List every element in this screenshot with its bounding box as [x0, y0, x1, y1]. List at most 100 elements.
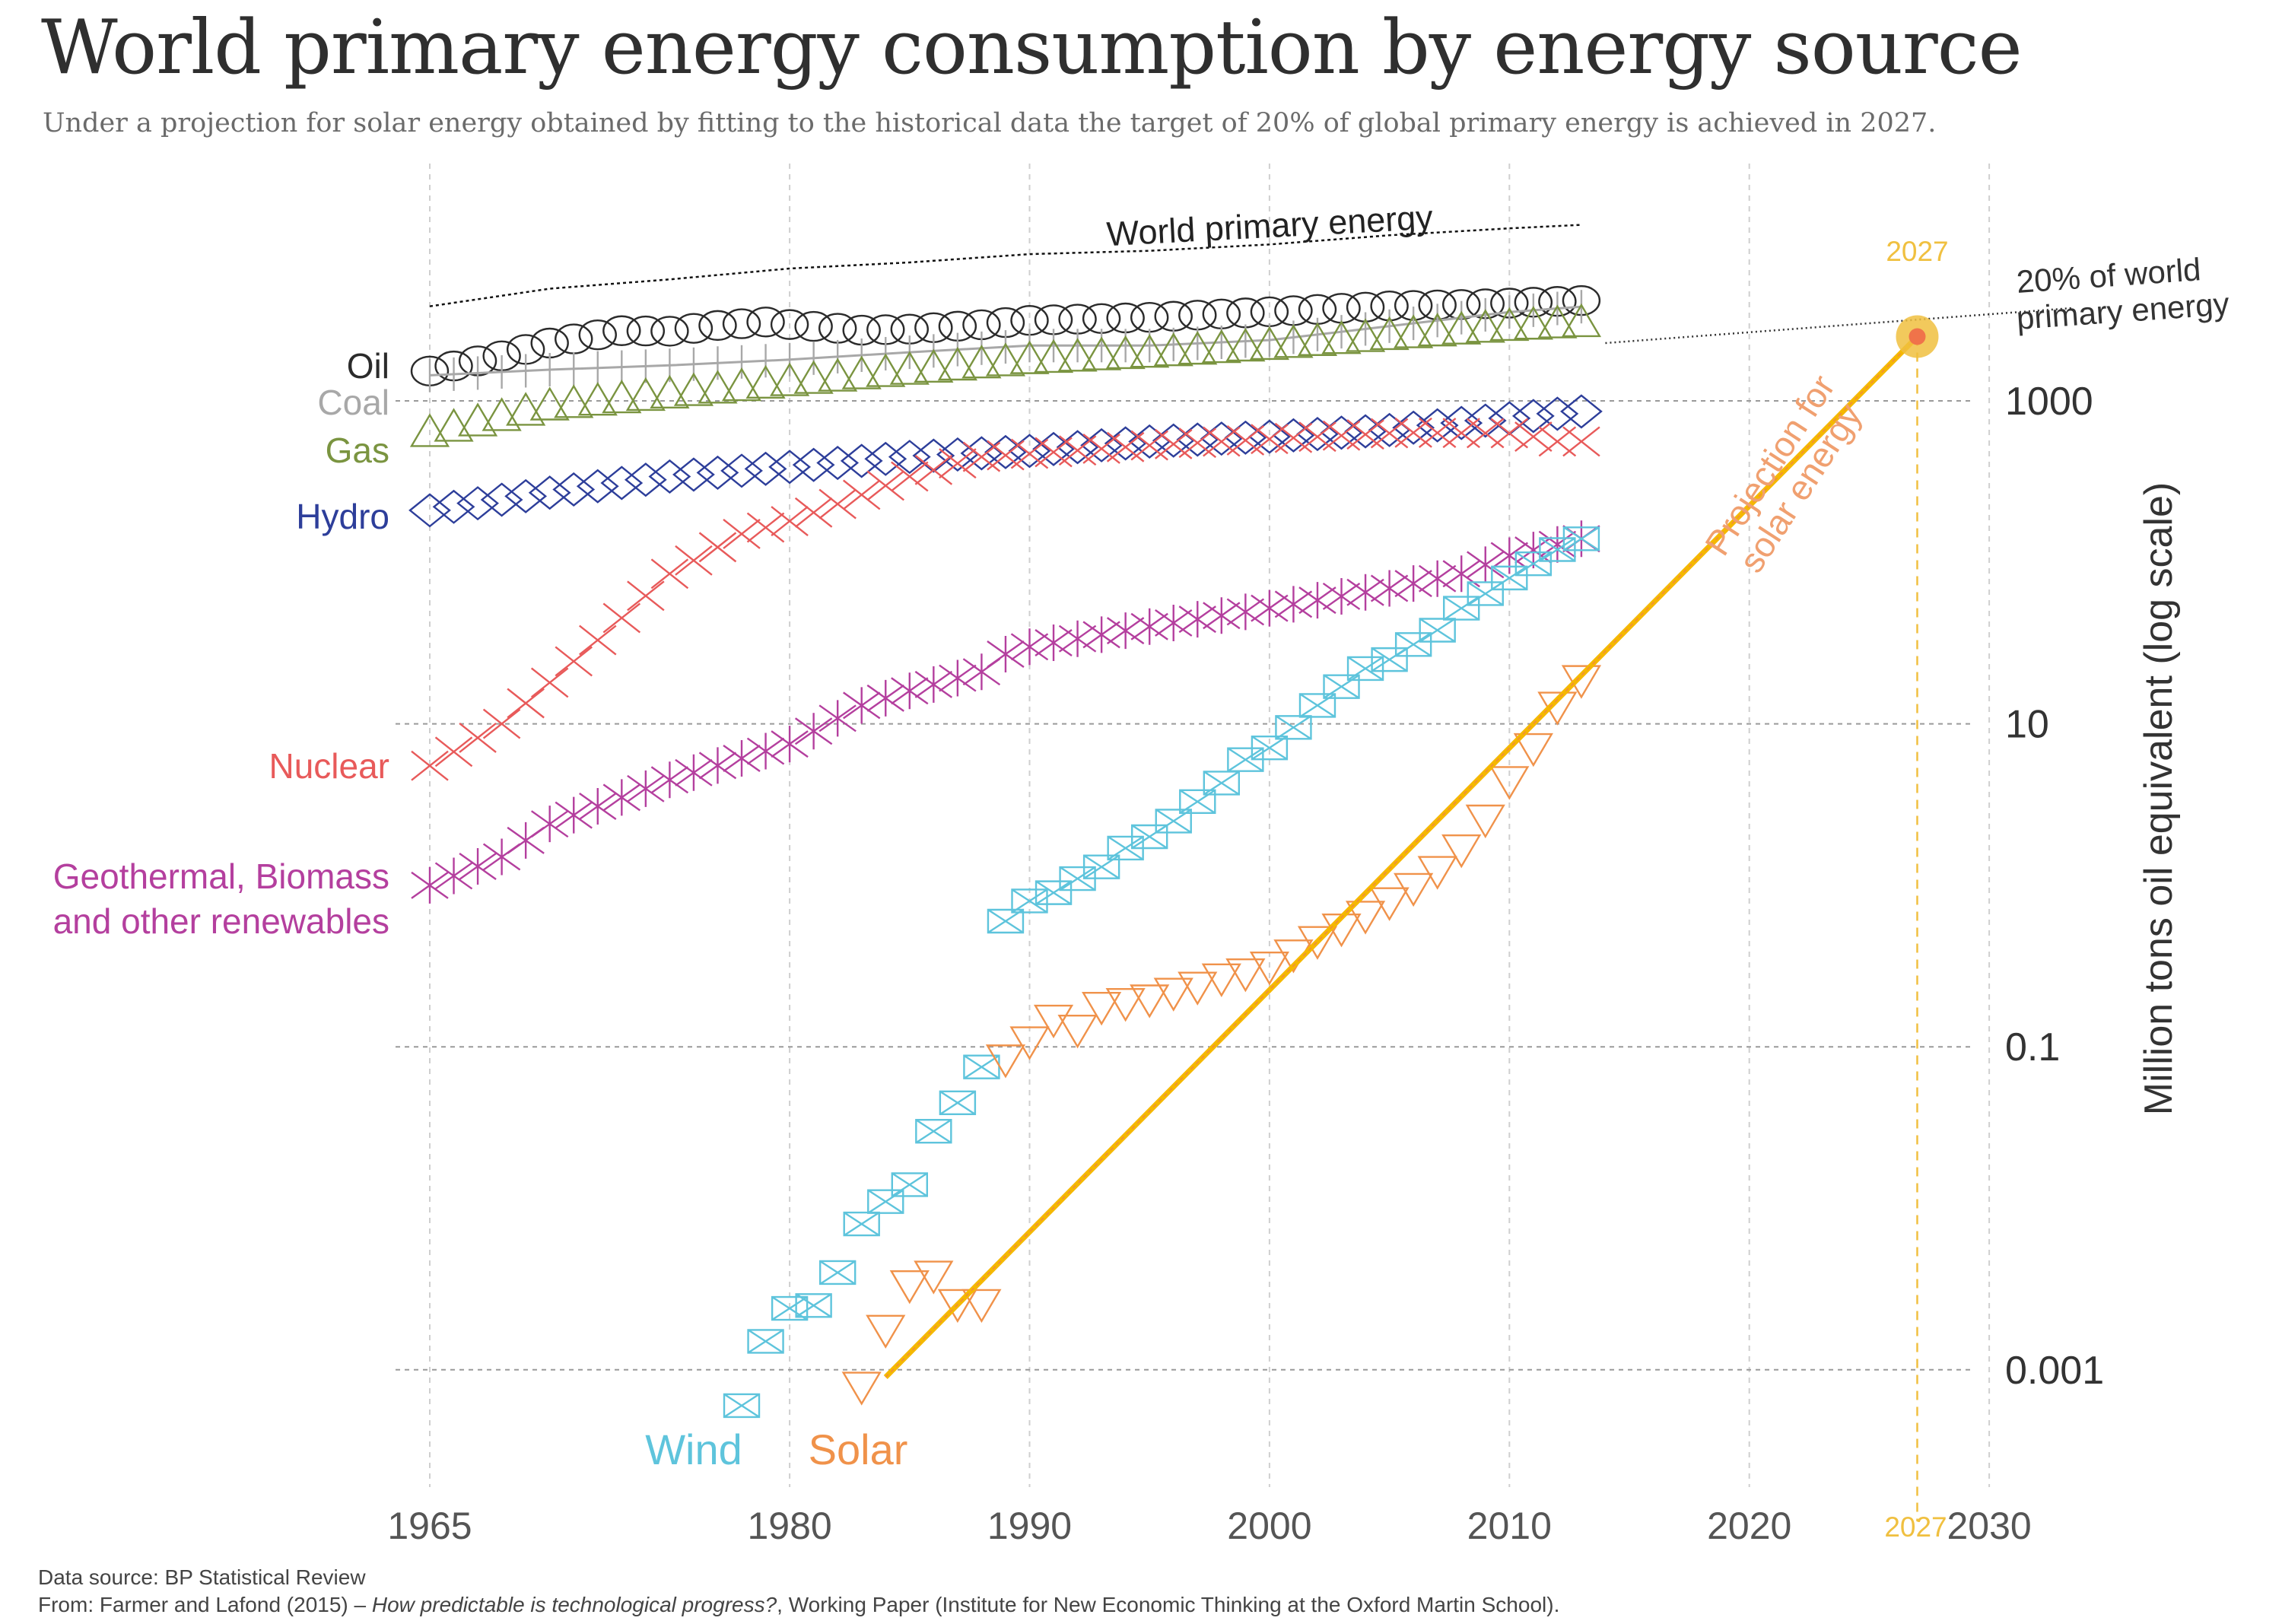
hydro-point-1981	[792, 447, 835, 482]
geo-point-1966	[434, 857, 473, 895]
label-layer: 1965 1980 1990 2000 2010 2020 2030 1000 10 0.1 0.0…	[53, 198, 2230, 1547]
citation-title: How predictable is technological progres…	[371, 1593, 777, 1616]
gas-point-1986	[914, 348, 954, 383]
citation-prefix: From: Farmer and Lafond (2015) –	[38, 1593, 372, 1616]
nuclear-point-1971	[555, 646, 593, 677]
gas-label: Gas	[326, 431, 389, 470]
geo-point-2007	[1418, 560, 1457, 597]
hydro-point-1991	[1032, 431, 1075, 466]
nuclear-point-1980	[771, 506, 809, 537]
hydro-point-1983	[840, 443, 883, 478]
hydro-point-1989	[984, 434, 1027, 469]
solar-point-1991	[1033, 1004, 1074, 1039]
geo-point-1998	[1203, 597, 1241, 634]
gas-point-1995	[1130, 334, 1170, 368]
gas-point-2013	[1561, 303, 1602, 338]
geo-point-1995	[1130, 608, 1168, 645]
series-layer	[408, 224, 1603, 1419]
gas-point-2006	[1394, 314, 1434, 348]
geo-point-1969	[507, 822, 545, 859]
page-title: World primary energy consumption by ener…	[41, 5, 2023, 91]
gas-point-2009	[1465, 309, 1505, 343]
x-tick-label-1990: 1990	[987, 1505, 1072, 1547]
gas-point-1979	[745, 364, 786, 399]
geo-point-1989	[987, 636, 1025, 673]
nuclear-point-1968	[482, 708, 521, 739]
nuclear-point-1989	[987, 440, 1025, 471]
nuclear-point-1974	[627, 580, 665, 612]
hydro-point-1982	[816, 445, 860, 481]
geo-point-1973	[602, 779, 641, 816]
gas-point-1988	[961, 345, 1002, 379]
oil-point-1979	[746, 307, 785, 338]
grid-layer	[396, 164, 1991, 1487]
x-tick-label-2030: 2030	[1947, 1505, 2031, 1547]
hydro-point-1994	[1104, 426, 1147, 461]
hydro-point-2013	[1560, 394, 1603, 429]
gas-point-1982	[818, 358, 858, 392]
geo-point-1967	[459, 847, 497, 885]
gas-point-1967	[457, 402, 498, 437]
gas-point-1989	[985, 342, 1026, 377]
geo-point-1994	[1106, 612, 1145, 650]
geo-point-1975	[650, 761, 689, 799]
target-line	[1605, 307, 2074, 345]
gas-point-1998	[1201, 329, 1241, 364]
wind-point-2013	[1562, 526, 1600, 551]
solar-point-1996	[1153, 977, 1193, 1012]
y-tick-label-0.001: 0.001	[2005, 1349, 2104, 1393]
y-tick-label-0.1: 0.1	[2005, 1025, 2060, 1069]
hydro-point-1980	[768, 450, 812, 485]
hydro-point-1969	[504, 478, 548, 513]
hydro-point-2007	[1416, 408, 1459, 443]
oil-point-1973	[602, 315, 641, 346]
gas-point-1999	[1225, 327, 1266, 362]
wind-point-1984	[867, 1189, 904, 1214]
solar-point-1985	[889, 1270, 930, 1305]
geo-point-2000	[1251, 590, 1289, 627]
hydro-point-1965	[408, 493, 451, 528]
hydro-point-1971	[552, 472, 596, 507]
hydro-label: Hydro	[296, 497, 389, 536]
solar-point-1998	[1201, 963, 1241, 997]
hydro-point-1984	[864, 441, 907, 476]
solar-point-2000	[1249, 951, 1289, 986]
gas-point-1981	[793, 360, 834, 394]
geo-point-1979	[746, 733, 785, 770]
gas-point-2012	[1537, 304, 1578, 338]
geo-point-1992	[1058, 620, 1097, 657]
target-year-bottom-label: 2027	[1884, 1511, 1947, 1543]
solar-point-1983	[841, 1371, 882, 1406]
geo-label-line2: and other renewables	[53, 901, 389, 941]
hydro-point-1988	[960, 436, 1003, 471]
nuclear-point-1973	[602, 602, 641, 634]
gas-point-1965	[409, 413, 450, 447]
wind-point-1978	[723, 1393, 761, 1419]
solar-label: Solar	[809, 1425, 908, 1473]
geo-point-2009	[1467, 546, 1505, 583]
solar-point-1993	[1082, 992, 1122, 1026]
x-tick-label-2010: 2010	[1467, 1505, 1552, 1547]
wind-point-2006	[1394, 632, 1432, 657]
gas-point-2001	[1273, 324, 1314, 358]
nuclear-point-1979	[746, 512, 785, 543]
y-tick-label-10: 10	[2005, 703, 2049, 747]
nuclear-point-1967	[459, 723, 497, 753]
hydro-point-2009	[1464, 403, 1507, 438]
geo-point-1977	[698, 747, 737, 784]
geo-point-2006	[1394, 565, 1432, 602]
wind-point-1981	[795, 1293, 832, 1318]
geo-point-1982	[818, 700, 857, 737]
gas-point-1977	[698, 370, 738, 404]
gas-point-1987	[937, 346, 977, 381]
hydro-point-1990	[1008, 434, 1051, 469]
solar-point-2005	[1369, 887, 1410, 921]
projection-line-dash	[885, 335, 1918, 1378]
solar-point-2004	[1345, 901, 1386, 935]
nuclear-point-1982	[818, 488, 857, 520]
gas-point-1996	[1153, 332, 1193, 367]
nuclear-point-2013	[1562, 426, 1600, 457]
geo-point-1993	[1082, 616, 1120, 653]
geo-label-line1: Geothermal, Biomass	[53, 856, 389, 896]
gas-point-1985	[889, 351, 930, 385]
